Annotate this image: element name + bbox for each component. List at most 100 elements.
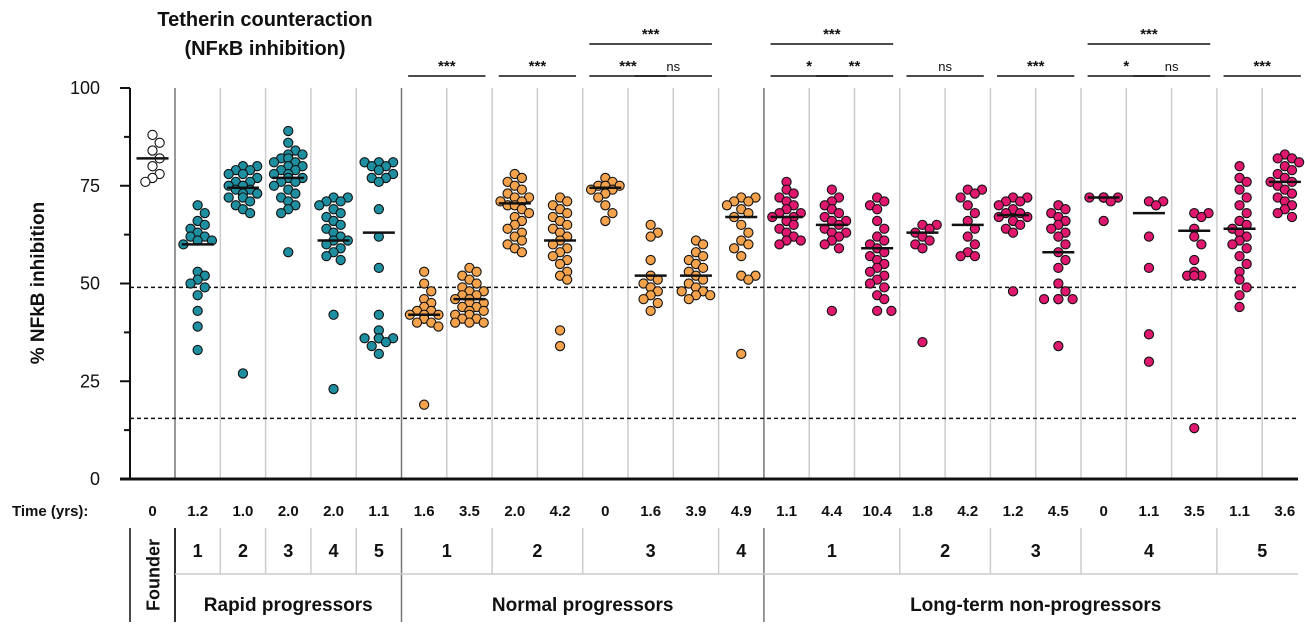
data-point [917, 243, 928, 254]
individual-id: 1 [827, 541, 837, 561]
data-point [373, 309, 384, 320]
data-point [223, 168, 234, 180]
significance-label: ns [938, 59, 952, 74]
data-point [373, 164, 384, 176]
data-point [418, 278, 430, 289]
time-label: 4.5 [1048, 503, 1069, 520]
data-point [1234, 184, 1245, 195]
time-label: 4.2 [957, 503, 978, 520]
data-point [275, 207, 287, 219]
time-label: 1.1 [1229, 503, 1250, 520]
data-point [788, 188, 799, 199]
data-point [411, 317, 423, 328]
individual-id: 3 [646, 541, 656, 561]
data-point [1015, 219, 1026, 230]
data-point [314, 200, 325, 211]
data-point [433, 321, 444, 332]
data-point [1272, 207, 1283, 219]
chart-title-line-2: (NFκB inhibition) [184, 38, 345, 60]
group-label: Normal progressors [492, 595, 674, 616]
data-point [1067, 293, 1078, 305]
data-point [774, 239, 785, 250]
data-point [478, 305, 489, 317]
individual-id: 5 [374, 541, 384, 561]
data-point [237, 368, 249, 379]
individual-id: 3 [1031, 541, 1041, 561]
data-point [879, 235, 890, 246]
data-point [321, 250, 332, 262]
chart-title-line-1: Tetherin counteraction [157, 9, 372, 31]
time-label: 3.9 [686, 503, 707, 520]
data-point [1053, 231, 1064, 242]
data-point [1189, 423, 1200, 434]
data-point [593, 192, 604, 203]
data-point [1143, 262, 1155, 274]
data-point [154, 137, 165, 148]
significance-label: *** [823, 26, 841, 43]
time-label: 1.1 [368, 503, 389, 520]
data-point [1053, 278, 1064, 289]
data-point [645, 254, 656, 266]
data-point [924, 235, 935, 246]
time-label: 2.0 [278, 503, 299, 520]
data-point [743, 239, 754, 250]
data-point [1272, 153, 1283, 164]
data-point [697, 262, 709, 274]
significance-label: ** [849, 58, 861, 75]
data-point [1234, 301, 1245, 313]
time-label: 1.6 [414, 503, 435, 520]
data-point [335, 207, 346, 219]
data-point [478, 317, 489, 328]
data-point [1234, 161, 1245, 172]
data-point [283, 125, 294, 137]
data-point [879, 223, 890, 234]
time-label: 3.5 [1184, 503, 1205, 520]
significance-label: *** [529, 58, 547, 75]
y-tick-label: 0 [90, 469, 100, 489]
data-point [523, 207, 535, 219]
data-point [721, 200, 733, 211]
data-point [554, 325, 566, 336]
data-point [697, 239, 709, 250]
time-label: 1.1 [776, 503, 797, 520]
data-point [826, 184, 837, 195]
data-point [199, 282, 210, 293]
data-point [147, 129, 158, 141]
data-point [328, 383, 339, 395]
data-point [502, 223, 513, 234]
time-label: 0 [148, 503, 156, 520]
individual-id: 3 [283, 541, 293, 561]
significance-label: *** [1253, 58, 1271, 75]
data-point [833, 243, 845, 254]
data-point [736, 219, 747, 230]
data-point [554, 258, 566, 270]
data-point [192, 344, 203, 356]
data-point [464, 317, 475, 328]
y-tick-label: 25 [80, 371, 100, 391]
time-label: 1.2 [187, 503, 208, 520]
data-point [683, 293, 694, 305]
data-point [516, 184, 528, 195]
data-point [252, 188, 263, 199]
significance-label: ns [1165, 59, 1179, 74]
data-point [562, 219, 573, 230]
data-point [335, 196, 346, 207]
data-point [833, 207, 845, 219]
data-point [471, 278, 482, 289]
data-point [676, 286, 687, 297]
data-point [872, 204, 883, 215]
data-point [1046, 223, 1057, 234]
data-point [237, 168, 249, 180]
individual-id: 4 [1144, 541, 1154, 561]
data-point [283, 137, 294, 148]
data-point [335, 254, 346, 266]
data-point [1196, 211, 1207, 223]
data-point [1143, 231, 1155, 242]
data-point [268, 157, 280, 168]
data-point [1234, 290, 1245, 301]
data-point [645, 219, 656, 230]
data-point [1293, 157, 1305, 168]
data-point [879, 293, 890, 305]
data-point [373, 204, 384, 215]
